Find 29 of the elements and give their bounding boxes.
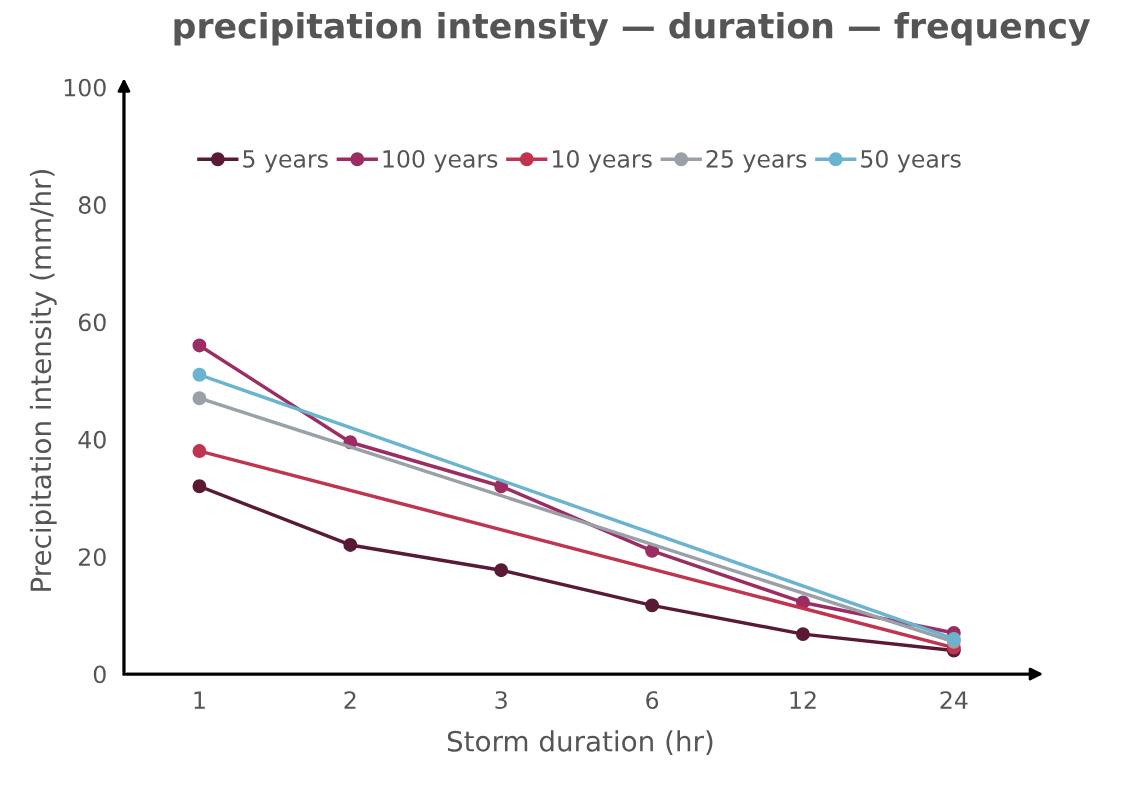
point: [192, 367, 207, 382]
legend-label: 10 years: [552, 149, 652, 173]
x-tick-label: 3: [495, 691, 507, 709]
y-tick-label: 60: [78, 313, 106, 332]
x-tick-label: 12: [790, 691, 816, 709]
x-tick-label: 1: [194, 691, 205, 709]
point: [192, 444, 207, 459]
x-tick-label: 24: [940, 691, 968, 709]
point: [494, 563, 509, 578]
y-tick-label: 0: [93, 665, 106, 684]
point: [645, 598, 660, 613]
legend-label: 100 years: [383, 149, 498, 173]
x-axis-title: Storm duration (hr): [447, 730, 713, 755]
point: [192, 479, 207, 494]
point: [796, 627, 810, 642]
x-tick-label: 6: [646, 691, 659, 709]
y-tick-label: 20: [78, 548, 106, 566]
point: [192, 391, 207, 406]
chart-title: precipitation intensity — duration — frequency: [174, 11, 1091, 46]
legend-label: 50 years: [861, 149, 961, 173]
point: [192, 338, 207, 353]
legend-label: 5 years: [243, 150, 328, 173]
legend-label: 25 years: [706, 149, 807, 173]
x-tick-label: 2: [344, 691, 356, 709]
point: [343, 538, 358, 552]
y-tick-label: 100: [64, 78, 106, 97]
y-tick-label: 40: [78, 430, 106, 449]
y-axis-title: Precipitation intensity (mm/hr): [29, 170, 57, 591]
y-tick-label: 80: [78, 196, 106, 214]
